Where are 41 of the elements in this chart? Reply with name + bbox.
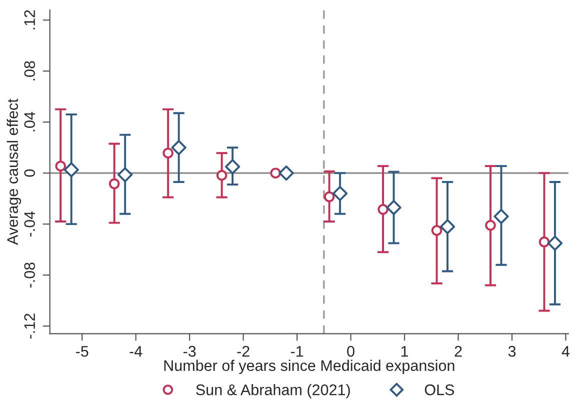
- point: [485, 220, 496, 231]
- y-axis-title: Average causal effect: [6, 98, 22, 245]
- y-tick-label: -.04: [24, 211, 36, 237]
- point: [378, 204, 388, 215]
- x-tick-label: 2: [454, 346, 462, 357]
- point: [64, 162, 79, 178]
- x-tick-label: -5: [76, 346, 88, 357]
- legend-label: Sun & Abraham (2021): [196, 384, 350, 398]
- point: [332, 186, 348, 202]
- point: [324, 191, 335, 202]
- point: [386, 200, 402, 216]
- x-tick-label: 3: [508, 346, 516, 357]
- x-tick-label: 4: [562, 346, 570, 357]
- x-axis-title: Number of years since Medicaid expansion: [164, 360, 454, 374]
- point: [547, 236, 563, 251]
- y-tick-label: -.08: [24, 262, 36, 288]
- point: [118, 167, 133, 182]
- y-tick-label: -.12: [24, 314, 35, 339]
- point: [224, 159, 240, 174]
- point: [108, 178, 120, 190]
- y-tick-label: .08: [24, 61, 36, 80]
- y-tick-label: .04: [24, 112, 36, 132]
- x-tick-label: -4: [130, 346, 142, 357]
- point: [216, 170, 228, 181]
- y-tick-label: .12: [24, 10, 35, 30]
- point: [55, 160, 66, 172]
- point: [278, 166, 294, 181]
- x-tick-label: 0: [347, 346, 354, 357]
- y-tick-label: 0: [24, 169, 36, 177]
- point: [270, 168, 281, 178]
- x-tick-label: -1: [290, 346, 304, 357]
- x-tick-label: -3: [183, 346, 196, 357]
- x-tick-label: 1: [401, 346, 408, 357]
- point: [162, 148, 174, 158]
- point: [538, 236, 550, 248]
- point: [494, 208, 509, 224]
- x-tick-label: -2: [237, 346, 250, 357]
- point: [431, 225, 442, 236]
- point: [440, 219, 456, 234]
- legend-label: OLS: [424, 384, 454, 396]
- point: [171, 140, 186, 156]
